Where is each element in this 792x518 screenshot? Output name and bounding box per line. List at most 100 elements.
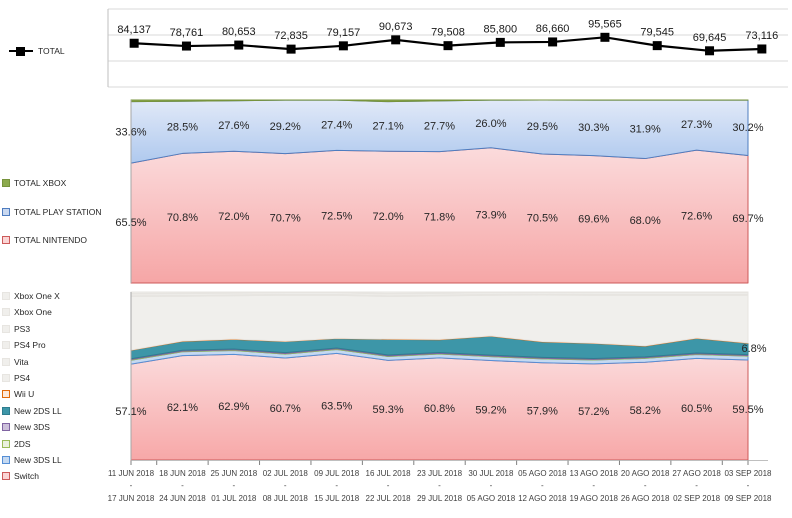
- total-marker: [443, 41, 453, 51]
- svg-text:05 AGO 2018: 05 AGO 2018: [467, 494, 516, 503]
- percent-label: 72.6%: [681, 211, 712, 223]
- legend-swatch-xbox-one-icon: [2, 308, 10, 317]
- svg-text:15 JUL 2018: 15 JUL 2018: [314, 494, 360, 503]
- legend-item-xbox-one-x: Xbox One X: [2, 291, 60, 301]
- svg-text:17 JUN 2018: 17 JUN 2018: [108, 494, 155, 503]
- total-data-label: 85,800: [483, 23, 517, 35]
- percent-label: 27.7%: [424, 120, 455, 132]
- svg-text:-: -: [130, 481, 133, 490]
- svg-text:25 JUN 2018: 25 JUN 2018: [210, 469, 257, 478]
- percent-label: 62.1%: [167, 402, 198, 414]
- legend-label: 2DS: [14, 438, 31, 449]
- total-data-label: 79,545: [640, 27, 674, 39]
- svg-text:02 JUL 2018: 02 JUL 2018: [263, 469, 309, 478]
- legend-item-new-2ds-ll: New 2DS LL: [2, 406, 62, 416]
- legend-label: New 3DS: [14, 422, 50, 433]
- svg-text:12 AGO 2018: 12 AGO 2018: [518, 494, 567, 503]
- percent-label: 6.8%: [741, 343, 766, 355]
- svg-text:02 SEP 2018: 02 SEP 2018: [673, 494, 721, 503]
- legend-item-2ds: 2DS: [2, 439, 31, 449]
- percent-label: 71.8%: [424, 211, 455, 223]
- svg-text:13 AGO 2018: 13 AGO 2018: [570, 469, 619, 478]
- total-marker: [391, 35, 401, 45]
- legend-swatch-wii-u-icon: [2, 390, 10, 399]
- svg-text:-: -: [592, 481, 595, 490]
- total-data-label: 86,660: [536, 23, 570, 35]
- svg-text:05 AGO 2018: 05 AGO 2018: [518, 469, 567, 478]
- total-line-chart[interactable]: 84,137 78,761 80,653 72,835 79,157 90,673 79,5…: [0, 0, 792, 95]
- total-legend-marker-icon: [9, 46, 33, 56]
- total-data-label: 72,835: [274, 30, 308, 42]
- total-marker: [548, 37, 558, 47]
- legend-label: Wii U: [14, 389, 35, 400]
- total-data-label: 84,137: [117, 24, 151, 36]
- legend-swatch-total-play-station-icon: [2, 207, 10, 216]
- x-axis-label: 25 JUN 2018 - 01 JUL 2018: [210, 469, 257, 503]
- percent-label: 31.9%: [630, 123, 661, 135]
- svg-text:-: -: [541, 481, 544, 490]
- svg-text:19 AGO 2018: 19 AGO 2018: [570, 494, 619, 503]
- total-marker: [129, 38, 139, 48]
- svg-text:08 JUL 2018: 08 JUL 2018: [263, 494, 309, 503]
- percent-label: 57.9%: [527, 405, 558, 417]
- svg-text:09 SEP 2018: 09 SEP 2018: [724, 494, 772, 503]
- svg-text:24 JUN 2018: 24 JUN 2018: [159, 494, 206, 503]
- legend-label: TOTAL XBOX: [14, 178, 67, 188]
- svg-text:-: -: [747, 481, 750, 490]
- legend-label: Xbox One: [14, 307, 52, 318]
- percent-label: 59.2%: [475, 404, 506, 416]
- percent-label: 62.9%: [218, 401, 249, 413]
- percent-label: 70.7%: [270, 212, 301, 224]
- total-marker: [705, 46, 715, 56]
- legend-swatch-xbox-one-x-icon: [2, 292, 10, 300]
- legend-label: TOTAL NINTENDO: [14, 235, 88, 245]
- x-axis-label: 16 JUL 2018 - 22 JUL 2018: [366, 469, 412, 503]
- legend-swatch-new-3ds-icon: [2, 423, 10, 432]
- percent-label: 27.6%: [218, 120, 249, 132]
- legend-item-new-3ds: New 3DS: [2, 422, 50, 432]
- svg-text:22 JUL 2018: 22 JUL 2018: [366, 494, 412, 503]
- total-data-label: 95,565: [588, 18, 622, 30]
- percent-label: 30.3%: [578, 122, 609, 134]
- brand-share-area-chart[interactable]: 65.5% 70.8% 72.0% 70.7% 72.5% 72.0% 71.8% 73.9%…: [0, 95, 792, 290]
- svg-text:30 JUL 2018: 30 JUL 2018: [468, 469, 514, 478]
- legend-swatch-total-xbox-icon: [2, 179, 10, 187]
- percent-label: 63.5%: [321, 401, 352, 413]
- x-axis-label: 23 JUL 2018 - 29 JUL 2018: [417, 469, 463, 503]
- percent-label: 60.7%: [270, 403, 301, 415]
- total-data-label: 79,157: [327, 27, 361, 39]
- svg-text:03 SEP 2018: 03 SEP 2018: [724, 469, 772, 478]
- legend-item-ps4: PS4: [2, 373, 30, 383]
- legend-label: Vita: [14, 356, 29, 367]
- x-axis-label: 30 JUL 2018 - 05 AGO 2018: [467, 469, 516, 503]
- x-axis-label: 05 AGO 2018 - 12 AGO 2018: [518, 469, 567, 503]
- legend-item-new-3ds-ll: New 3DS LL: [2, 455, 62, 465]
- percent-label: 28.5%: [167, 121, 198, 133]
- total-data-label: 79,508: [431, 27, 465, 39]
- legend-swatch-switch-icon: [2, 472, 10, 481]
- percent-label: 30.2%: [732, 122, 763, 134]
- total-data-label: 73,116: [745, 30, 778, 42]
- legend-swatch-2ds-icon: [2, 439, 10, 448]
- svg-text:11 JUN 2018: 11 JUN 2018: [108, 469, 155, 478]
- platform-share-area-chart[interactable]: 57.1% 62.1% 62.9% 60.7% 63.5% 59.3% 60.8% 59.2%…: [0, 290, 792, 518]
- percent-label: 70.8%: [167, 212, 198, 224]
- total-data-label: 90,673: [379, 21, 413, 33]
- svg-text:-: -: [335, 481, 338, 490]
- legend-swatch-total-nintendo-icon: [2, 236, 10, 244]
- svg-text:-: -: [387, 481, 390, 490]
- total-data-label: 78,761: [170, 27, 204, 39]
- legend-item-xbox-one: Xbox One: [2, 307, 52, 317]
- legend-label: TOTAL PLAY STATION: [14, 206, 102, 217]
- legend-item-total-nintendo: TOTAL NINTENDO: [2, 235, 87, 245]
- percent-label: 59.5%: [732, 404, 763, 416]
- x-axis-label: 11 JUN 2018 - 17 JUN 2018: [108, 469, 155, 503]
- total-legend-label: TOTAL: [38, 46, 65, 56]
- percent-label: 26.0%: [475, 118, 506, 130]
- legend-swatch-new-3ds-ll-icon: [2, 456, 10, 464]
- percent-label: 29.5%: [527, 121, 558, 133]
- percent-label: 72.0%: [372, 211, 403, 223]
- legend-item-switch: Switch: [2, 471, 39, 481]
- percent-label: 69.7%: [732, 213, 763, 225]
- svg-text:20 AGO 2018: 20 AGO 2018: [621, 469, 670, 478]
